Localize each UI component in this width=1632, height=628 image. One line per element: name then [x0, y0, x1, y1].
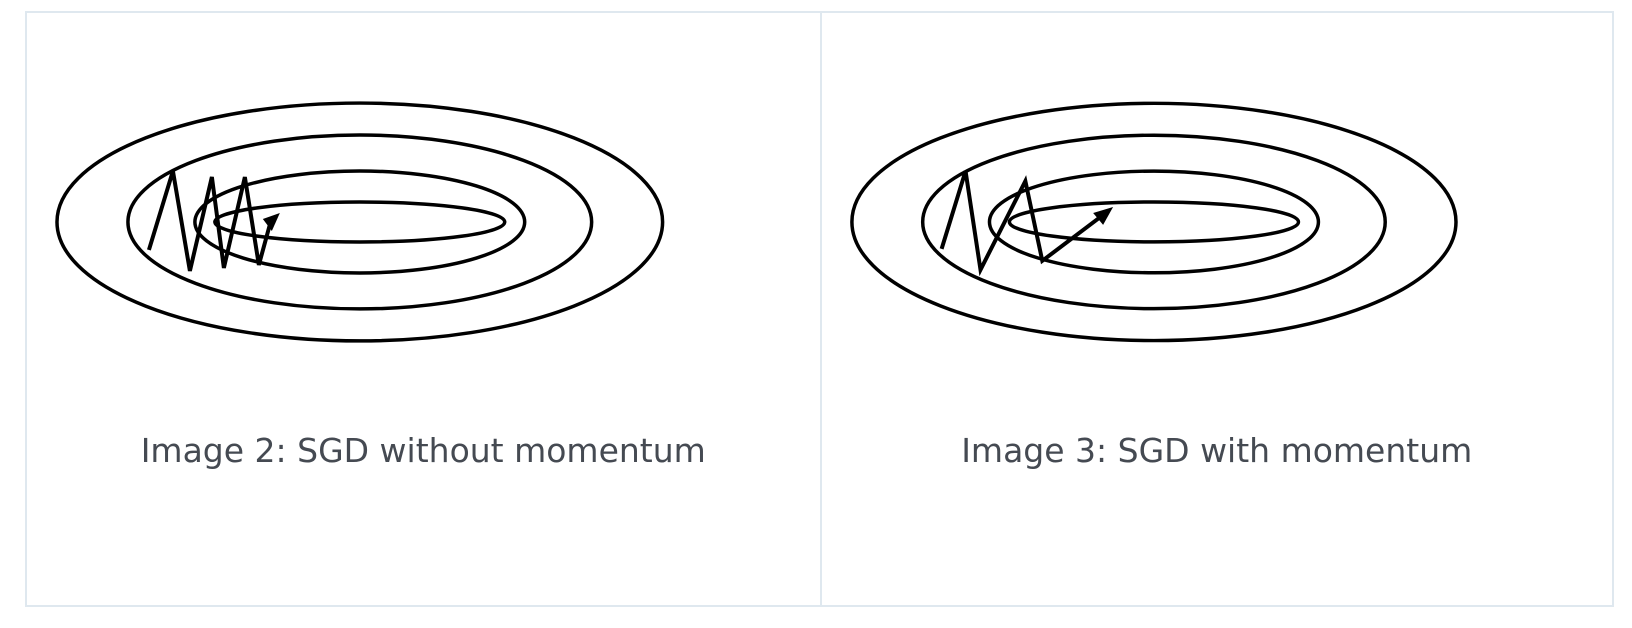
optimization-path — [939, 170, 1100, 277]
contour-outer — [849, 101, 1458, 343]
contour-third — [193, 169, 527, 275]
contour-outer — [55, 101, 665, 343]
arrowhead-icon — [262, 212, 280, 231]
caption-without-momentum: Image 2: SGD without momentum — [140, 431, 706, 470]
optimization-path — [147, 170, 273, 272]
contour-second — [920, 133, 1387, 311]
contour-inner — [1007, 200, 1300, 244]
caption-with-momentum: Image 3: SGD with momentum — [961, 431, 1473, 470]
arrowhead-icon — [1092, 206, 1113, 225]
contour-inner — [213, 200, 507, 244]
contour-second — [126, 133, 594, 311]
figure-cell-without-momentum: Image 2: SGD without momentum — [27, 13, 820, 605]
figure-table: Image 2: SGD without momentum Image 3: S… — [25, 11, 1614, 607]
sgd-without-momentum-diagram — [55, 101, 665, 343]
sgd-with-momentum-diagram — [849, 101, 1458, 343]
figure-cell-with-momentum: Image 3: SGD with momentum — [819, 13, 1613, 605]
contour-third — [987, 169, 1320, 275]
